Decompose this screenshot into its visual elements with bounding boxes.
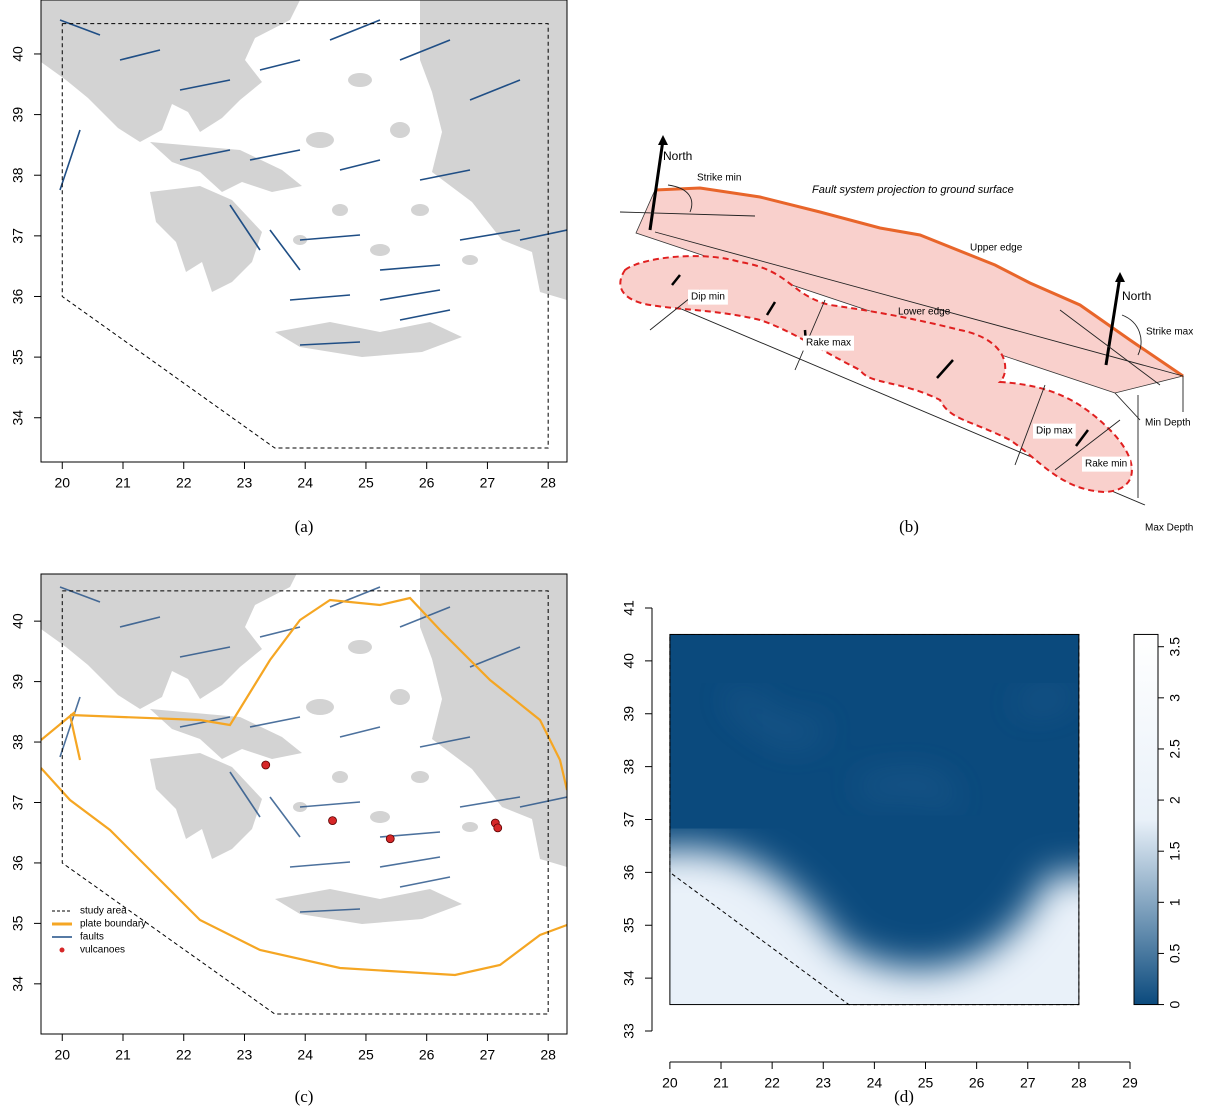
y-tick-label: 37: [10, 228, 26, 244]
x-tick-label: 22: [176, 1047, 192, 1063]
x-tick-label: 27: [480, 475, 496, 491]
diagram-label: North: [663, 149, 692, 163]
colorbar-tick-label: 2: [1167, 796, 1183, 804]
legend-label: study area: [80, 906, 127, 917]
y-tick-label: 35: [10, 915, 26, 931]
plate-boundary: [41, 712, 80, 760]
x-tick-label: 24: [867, 1075, 883, 1091]
y-tick-label: 34: [10, 976, 26, 992]
y-tick-label: 36: [10, 855, 26, 871]
y-tick-label: 38: [10, 167, 26, 183]
legend-swatch: [60, 948, 65, 953]
panel-c: (c): [41, 567, 567, 1106]
colorbar-tick-label: 1.5: [1167, 841, 1183, 861]
y-tick-label: 40: [10, 613, 26, 629]
x-tick-label: 21: [713, 1075, 729, 1091]
x-tick-label: 20: [54, 475, 70, 491]
diagram-label: Dip max: [1036, 426, 1073, 437]
x-tick-label: 29: [1122, 1075, 1138, 1091]
x-tick-label: 28: [540, 1047, 556, 1063]
caption: (b): [899, 517, 919, 536]
volcano: [262, 761, 270, 769]
y-tick-label: 35: [621, 917, 637, 933]
y-tick-label: 39: [621, 706, 637, 722]
x-tick-label: 24: [297, 475, 313, 491]
x-tick-label: 25: [358, 475, 374, 491]
x-tick-label: 21: [115, 475, 131, 491]
y-tick-label: 41: [621, 600, 637, 616]
x-tick-label: 27: [480, 1047, 496, 1063]
diagram-label: North: [1122, 289, 1151, 303]
page: {"chart_data": [ {"type": "map", "captio…: [0, 0, 1208, 1115]
x-tick-label: 20: [662, 1075, 678, 1091]
diagram-label: Min Depth: [1145, 418, 1191, 429]
panel-d: (d): [894, 1087, 914, 1106]
y-tick-label: 37: [621, 812, 637, 828]
x-tick-label: 26: [419, 1047, 435, 1063]
volcano: [494, 824, 502, 832]
colorbar-tick-label: 0: [1167, 1000, 1183, 1008]
y-tick-label: 38: [621, 759, 637, 775]
diagram-label: Strike min: [697, 173, 741, 184]
volcano: [386, 835, 394, 843]
colorbar: [1134, 634, 1158, 1004]
x-tick-label: 26: [419, 475, 435, 491]
colorbar-tick-label: 2.5: [1167, 739, 1183, 759]
x-tick-label: 25: [358, 1047, 374, 1063]
x-tick-label: 28: [1071, 1075, 1087, 1091]
caption: (c): [295, 1087, 314, 1106]
x-tick-label: 23: [237, 475, 253, 491]
diagram-label: Dip min: [691, 292, 725, 303]
x-tick-label: 23: [237, 1047, 253, 1063]
x-tick-label: 26: [969, 1075, 985, 1091]
diagram-label: Fault system projection to ground surfac…: [812, 184, 1014, 196]
colorbar-tick-label: 3.5: [1167, 637, 1183, 657]
basemap: [41, 0, 567, 357]
x-tick-label: 22: [764, 1075, 780, 1091]
x-tick-label: 21: [115, 1047, 131, 1063]
diagram-label: Upper edge: [970, 243, 1023, 254]
colorbar-tick-label: 1: [1167, 898, 1183, 906]
y-tick-label: 39: [10, 107, 26, 123]
x-tick-label: 23: [815, 1075, 831, 1091]
caption: (d): [894, 1087, 914, 1106]
y-tick-label: 36: [621, 864, 637, 880]
x-tick-label: 24: [297, 1047, 313, 1063]
y-tick-label: 34: [10, 410, 26, 426]
y-tick-label: 33: [621, 1023, 637, 1039]
panel-a: (a): [41, 0, 567, 536]
diagram-label: Rake max: [806, 338, 851, 349]
y-tick-label: 38: [10, 734, 26, 750]
x-tick-label: 28: [540, 475, 556, 491]
diagram-label: Rake min: [1085, 459, 1127, 470]
x-tick-label: 22: [176, 475, 192, 491]
diagram-label: Max Depth: [1145, 523, 1193, 534]
figure: (a) (c) (b) (d) 202122232425262728343536…: [0, 0, 1208, 1115]
colorbar-tick-label: 0.5: [1167, 943, 1183, 963]
legend-label: faults: [80, 932, 104, 943]
legend-label: plate boundary: [80, 919, 146, 930]
y-tick-label: 39: [10, 674, 26, 690]
x-tick-label: 20: [54, 1047, 70, 1063]
x-tick-label: 27: [1020, 1075, 1036, 1091]
caption: (a): [295, 517, 314, 536]
y-tick-label: 37: [10, 794, 26, 810]
y-tick-label: 35: [10, 349, 26, 365]
legend-label: vulcanoes: [80, 945, 125, 956]
y-tick-label: 36: [10, 288, 26, 304]
y-tick-label: 34: [621, 970, 637, 986]
diagram-label: Strike max: [1146, 327, 1193, 338]
x-tick-label: 25: [918, 1075, 934, 1091]
colorbar-tick-label: 3: [1167, 694, 1183, 702]
y-tick-label: 40: [10, 46, 26, 62]
volcano: [329, 817, 337, 825]
y-tick-label: 40: [621, 653, 637, 669]
diagram-label: Lower edge: [898, 307, 951, 318]
raster: [630, 634, 1119, 1044]
